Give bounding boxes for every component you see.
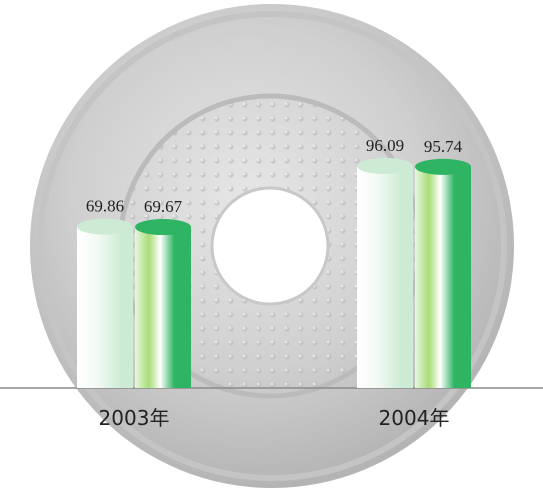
bar (77, 226, 133, 388)
x-tick-label: 2003年 (99, 406, 170, 430)
bar-cap (77, 218, 133, 235)
value-label: 95.74 (424, 137, 463, 156)
bar (135, 227, 191, 388)
value-label: 69.86 (86, 197, 124, 216)
bar (415, 166, 471, 388)
bar-cap (357, 158, 413, 175)
x-tick-label: 2004年 (379, 406, 450, 430)
bar (357, 166, 413, 388)
value-label: 69.67 (144, 197, 183, 216)
bar-cap (415, 158, 471, 175)
value-label: 96.09 (366, 136, 404, 155)
bar-cap (135, 219, 191, 236)
